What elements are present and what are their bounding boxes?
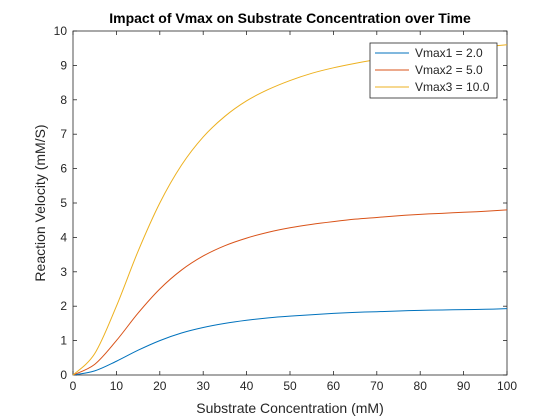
series-line-1 (72, 308, 508, 376)
y-tick-label: 3 (60, 265, 67, 279)
x-tick-label: 50 (283, 379, 297, 393)
y-tick-label: 2 (60, 299, 67, 313)
chart-title: Impact of Vmax on Substrate Concentratio… (109, 10, 471, 26)
x-tick-label: 70 (370, 379, 384, 393)
y-tick-label: 1 (60, 334, 67, 348)
x-tick-label: 20 (153, 379, 167, 393)
legend-label: Vmax2 = 5.0 (415, 63, 483, 77)
y-tick-label: 0 (60, 368, 67, 382)
legend-label: Vmax1 = 2.0 (415, 46, 483, 60)
x-tick-label: 60 (327, 379, 341, 393)
y-tick-label: 5 (60, 196, 67, 210)
y-tick-label: 6 (60, 162, 67, 176)
x-tick-label: 40 (240, 379, 254, 393)
y-axis: 0 1 2 3 4 5 6 7 8 9 10 (54, 24, 507, 382)
y-tick-label: 8 (60, 93, 67, 107)
y-tick-label: 9 (60, 58, 67, 72)
x-tick-label: 10 (110, 379, 124, 393)
x-axis-title: Substrate Concentration (mM) (196, 400, 384, 416)
x-tick-label: 100 (497, 379, 517, 393)
x-axis: 0 10 20 30 40 50 60 70 80 90 100 (70, 31, 517, 393)
x-tick-label: 90 (457, 379, 471, 393)
y-axis-title: Reaction Velocity (mM/S) (32, 124, 48, 281)
legend-label: Vmax3 = 10.0 (415, 80, 490, 94)
x-tick-label: 0 (70, 379, 77, 393)
series-line-2 (72, 209, 508, 376)
y-tick-label: 4 (60, 230, 67, 244)
x-tick-label: 30 (197, 379, 211, 393)
legend: Vmax1 = 2.0 Vmax2 = 5.0 Vmax3 = 10.0 (369, 42, 498, 99)
y-tick-label: 10 (54, 24, 68, 38)
x-tick-label: 80 (414, 379, 428, 393)
y-tick-label: 7 (60, 127, 67, 141)
